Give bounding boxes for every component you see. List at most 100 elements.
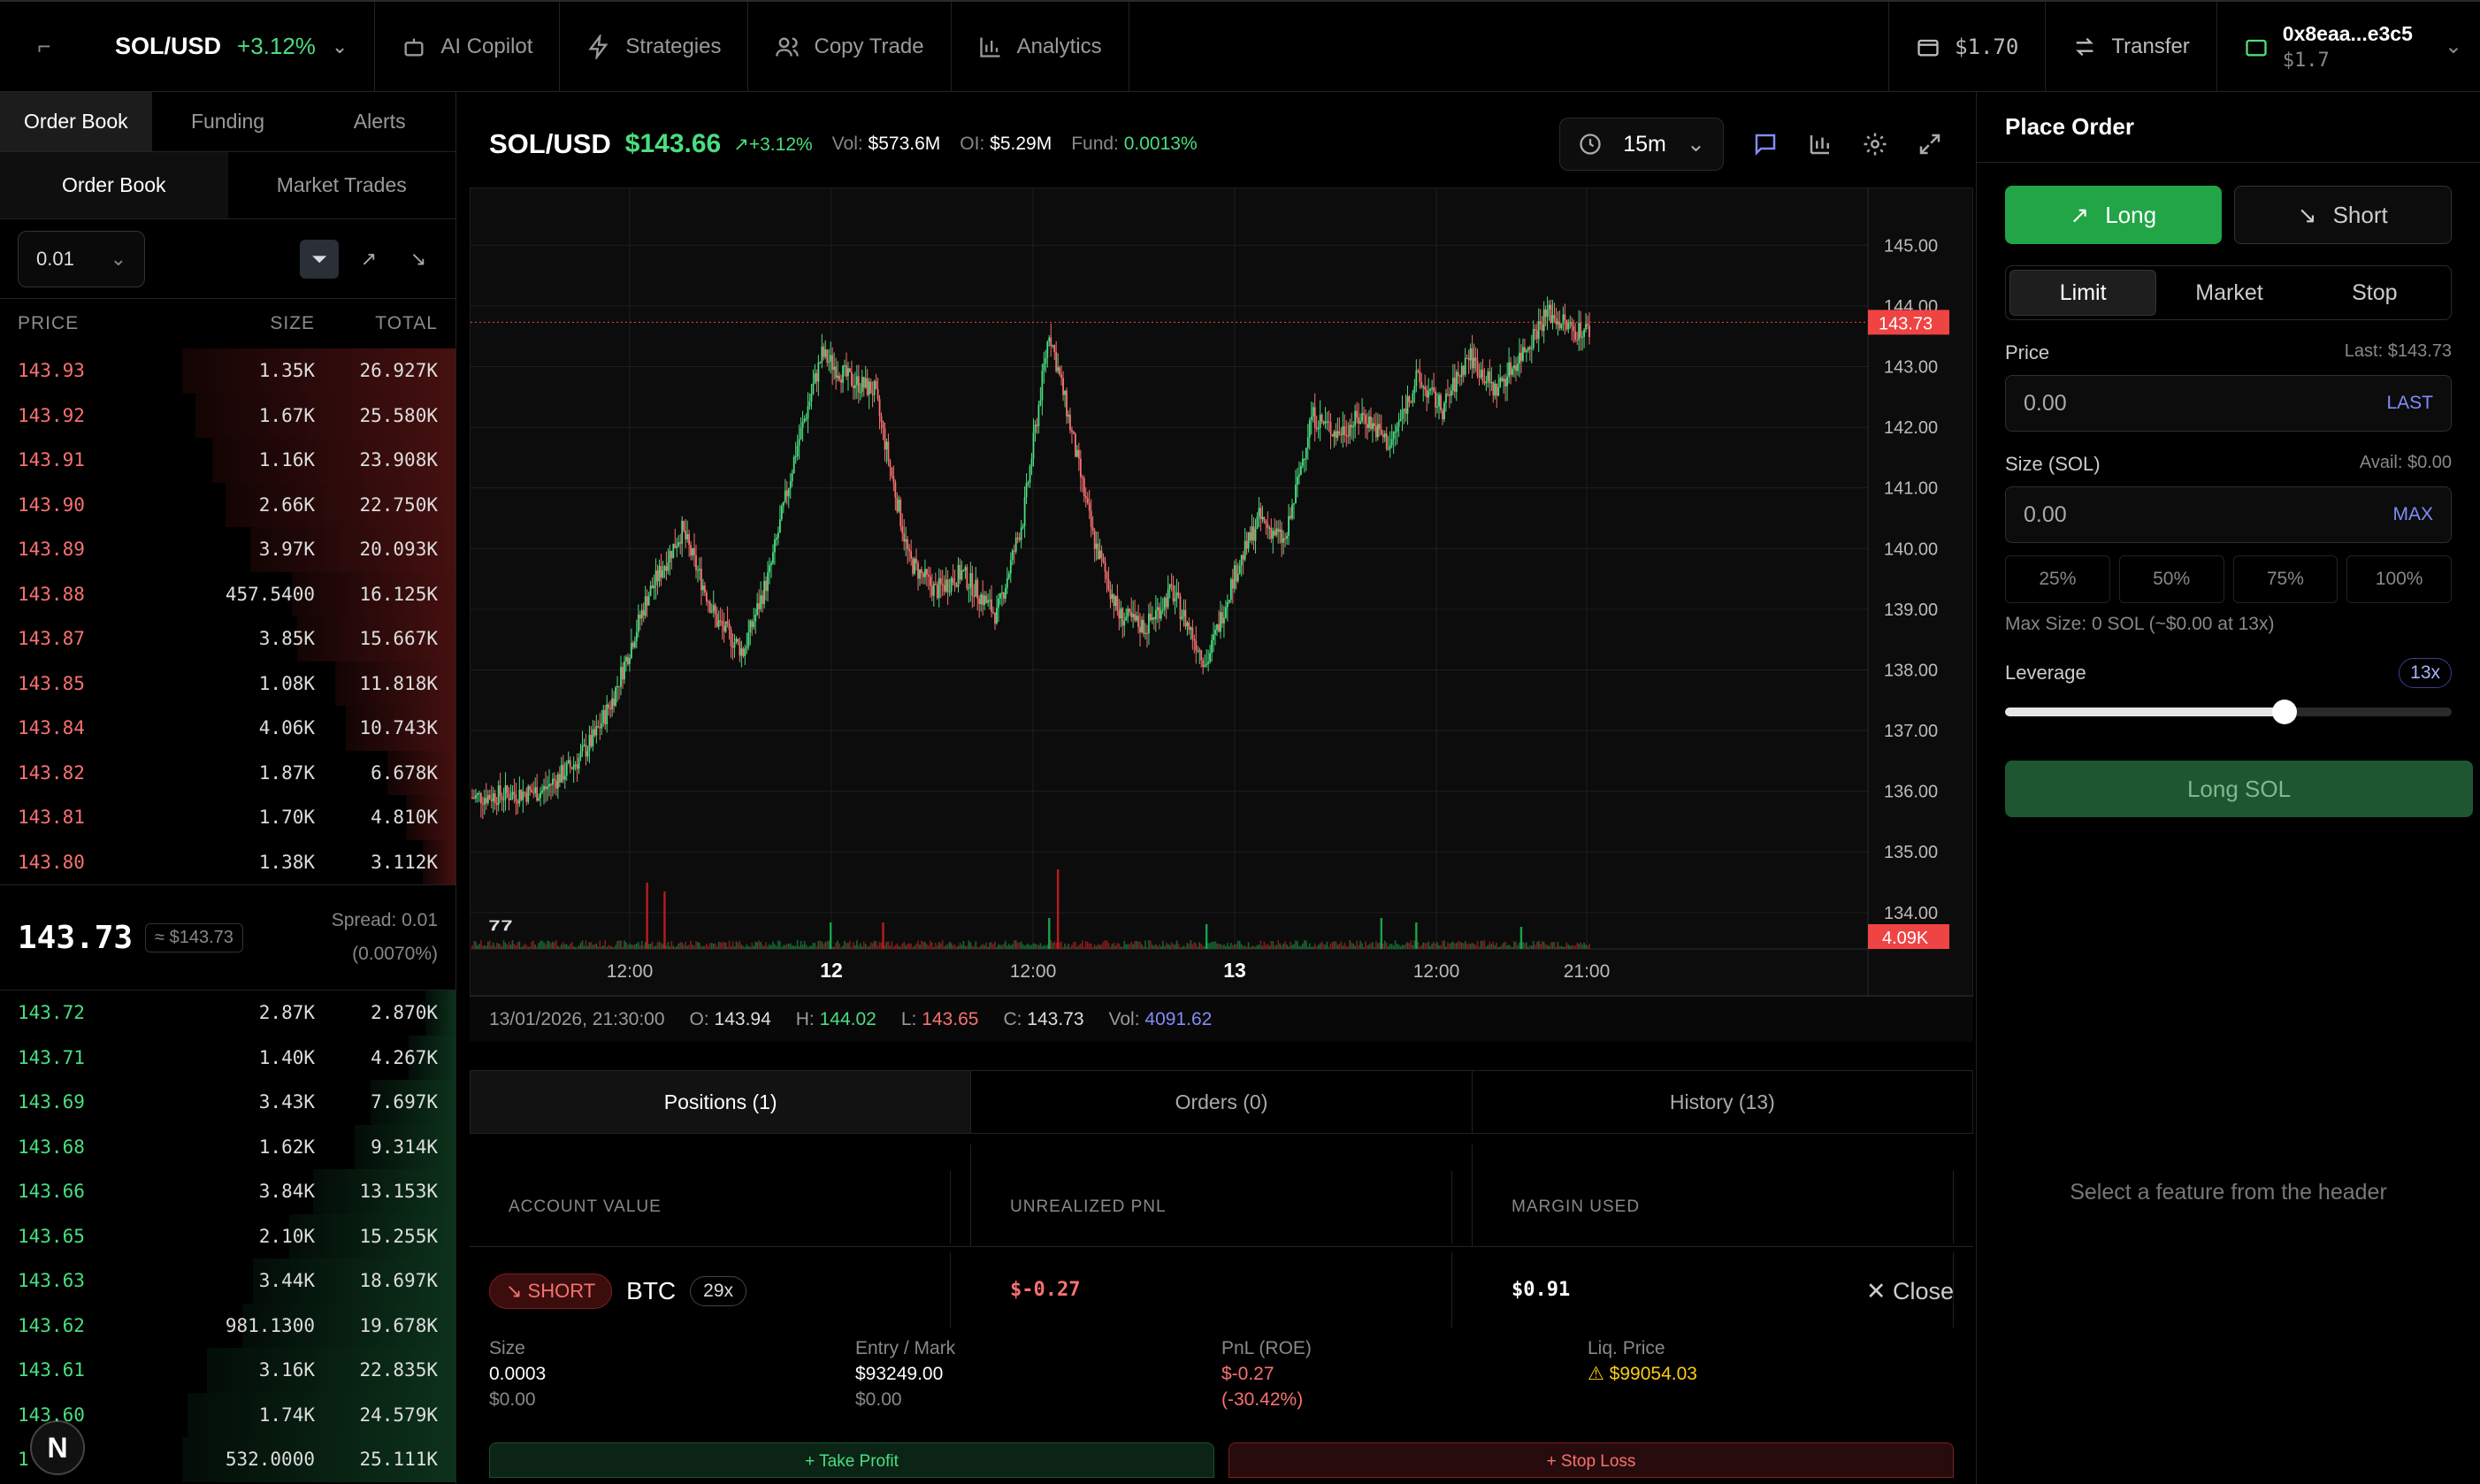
bid-row[interactable]: 143.60 1.74K 24.579K [0, 1392, 455, 1437]
close-position-button[interactable]: ✕ Close [1866, 1278, 1954, 1305]
tab-order-book[interactable]: Order Book [0, 92, 152, 151]
ask-row[interactable]: 143.89 3.97K 20.093K [0, 527, 455, 572]
pct-100-button[interactable]: 100% [2346, 555, 2452, 603]
transfer-button[interactable]: Transfer [2045, 1, 2216, 92]
volume-bar [1109, 946, 1112, 949]
volume-bar [1481, 940, 1484, 949]
indicators-icon[interactable] [1807, 131, 1833, 157]
bid-row[interactable]: 143.61 3.16K 22.835K [0, 1348, 455, 1393]
volume-bar [1052, 943, 1054, 949]
candle-body [1462, 365, 1465, 375]
bid-row[interactable]: 143.65 2.10K 15.255K [0, 1213, 455, 1258]
size-input[interactable]: 0.00 MAX [2005, 486, 2452, 543]
brand-logo-icon[interactable]: ⌐ [37, 33, 51, 59]
nav-ai-copilot[interactable]: AI Copilot [375, 1, 561, 92]
candle-body [574, 764, 577, 766]
ask-row[interactable]: 143.90 2.66K 22.750K [0, 482, 455, 527]
tab-positions[interactable]: Positions (1) [471, 1071, 972, 1133]
long-button[interactable]: ↗ Long [2005, 186, 2222, 244]
candle-body [1504, 379, 1507, 386]
bid-row[interactable]: 1 532.0000 25.111K [0, 1437, 455, 1482]
bid-row[interactable]: 143.72 2.87K 2.870K [0, 991, 455, 1036]
leverage-slider[interactable] [2005, 700, 2452, 724]
ask-row[interactable]: 143.85 1.08K 11.818K [0, 661, 455, 706]
tab-history[interactable]: History (13) [1669, 1090, 1775, 1113]
bid-row[interactable]: 143.66 3.84K 13.153K [0, 1169, 455, 1214]
volume-bar [831, 946, 833, 949]
ask-row[interactable]: 143.88 457.5400 16.125K [0, 571, 455, 616]
bid-row[interactable]: 143.63 3.44K 18.697K [0, 1258, 455, 1304]
tab-alerts[interactable]: Alerts [353, 110, 406, 133]
volume-bar [704, 945, 706, 949]
tab-funding[interactable]: Funding [190, 110, 265, 133]
candle-body [502, 799, 505, 801]
trending-up-icon[interactable]: ↗ [360, 247, 378, 270]
subtab-market-trades[interactable]: Market Trades [276, 173, 407, 196]
candle-body [1571, 322, 1573, 326]
candle-body [1424, 386, 1427, 390]
volume-bar [1562, 946, 1565, 949]
max-button[interactable]: MAX [2392, 504, 2433, 524]
candle-body [1537, 321, 1540, 340]
candle-body [753, 621, 755, 628]
ask-row[interactable]: 143.87 3.85K 15.667K [0, 616, 455, 662]
candle-body [1450, 390, 1452, 396]
submit-order-button[interactable]: Long SOL [2005, 761, 2473, 817]
chat-icon[interactable] [1752, 131, 1779, 157]
balance-display[interactable]: $1.70 [1888, 1, 2045, 92]
ask-row[interactable]: 143.91 1.16K 23.908K [0, 438, 455, 483]
pct-50-button[interactable]: 50% [2118, 555, 2224, 603]
gear-icon[interactable] [1862, 131, 1888, 157]
candle-body [926, 569, 928, 575]
short-button[interactable]: ↘ Short [2233, 186, 2452, 244]
ask-row[interactable]: 143.82 1.87K 6.678K [0, 750, 455, 795]
ask-row[interactable]: 143.93 1.35K 26.927K [0, 348, 455, 394]
price-input[interactable]: 0.00 LAST [2005, 375, 2452, 432]
fullscreen-icon[interactable] [1917, 131, 1943, 157]
subtab-order-book[interactable]: Order Book [0, 152, 228, 218]
candlestick-chart[interactable]: 145.00144.00143.00142.00141.00140.00139.… [471, 188, 1974, 997]
trending-down-icon[interactable]: ↘ [410, 247, 427, 270]
nav-analytics[interactable]: Analytics [952, 1, 1129, 92]
order-type-limit[interactable]: Limit [2009, 270, 2157, 316]
wallet-menu[interactable]: 0x8eaa...e3c5 $1.7 ⌄ [2216, 1, 2480, 92]
volume-bar [1123, 941, 1126, 949]
bid-row[interactable]: 143.69 3.43K 7.697K [0, 1080, 455, 1125]
nav-copy-trade[interactable]: Copy Trade [748, 1, 952, 92]
order-type-stop[interactable]: Stop [2352, 279, 2398, 305]
nav-strategies[interactable]: Strategies [560, 1, 749, 92]
candle-body [987, 600, 989, 603]
candle-body [1352, 425, 1355, 428]
ask-row[interactable]: 143.92 1.67K 25.580K [0, 393, 455, 438]
price-chart[interactable]: 145.00 144.00 143.00 142.00 141.00 140.00 139.… [470, 187, 1974, 997]
candle-body [1235, 565, 1237, 582]
ask-row[interactable]: 143.84 4.06K 10.743K [0, 706, 455, 751]
order-type-market[interactable]: Market [2195, 279, 2263, 305]
tab-orders[interactable]: Orders (0) [971, 1071, 1473, 1133]
candle-body [1259, 508, 1262, 519]
pct-75-button[interactable]: 75% [2232, 555, 2338, 603]
candle-body [485, 798, 487, 804]
volume-bar [710, 943, 713, 949]
timeframe-select[interactable]: 15m ⌄ [1559, 118, 1724, 171]
candle-body [1383, 433, 1386, 438]
volume-bar [1113, 943, 1115, 949]
tick-size-select[interactable]: 0.01 ⌄ [18, 230, 145, 287]
bid-row[interactable]: 143.71 1.40K 4.267K [0, 1035, 455, 1080]
volume-bar [1576, 943, 1578, 949]
bids-list: 143.72 2.87K 2.870K 143.71 1.40K 4.267K 143.69… [0, 991, 455, 1482]
ask-row[interactable]: 143.80 1.38K 3.112K [0, 839, 455, 884]
bid-row[interactable]: 143.68 1.62K 9.314K [0, 1124, 455, 1169]
leverage-slider-handle[interactable] [2271, 700, 2297, 724]
assistant-badge[interactable]: N [30, 1420, 85, 1475]
volume-bar [1075, 941, 1076, 949]
last-button[interactable]: LAST [2386, 393, 2433, 413]
candle-body [1209, 653, 1212, 662]
take-profit-button[interactable]: + Take Profit [489, 1442, 1214, 1478]
ask-row[interactable]: 143.81 1.70K 4.810K [0, 795, 455, 840]
stop-loss-button[interactable]: + Stop Loss [1229, 1442, 1954, 1478]
filter-icon[interactable]: ⏷ [300, 239, 339, 279]
pct-25-button[interactable]: 25% [2005, 555, 2110, 603]
pair-selector[interactable]: SOL/USD +3.12% ⌄ [88, 1, 376, 92]
bid-row[interactable]: 143.62 981.1300 19.678K [0, 1303, 455, 1348]
